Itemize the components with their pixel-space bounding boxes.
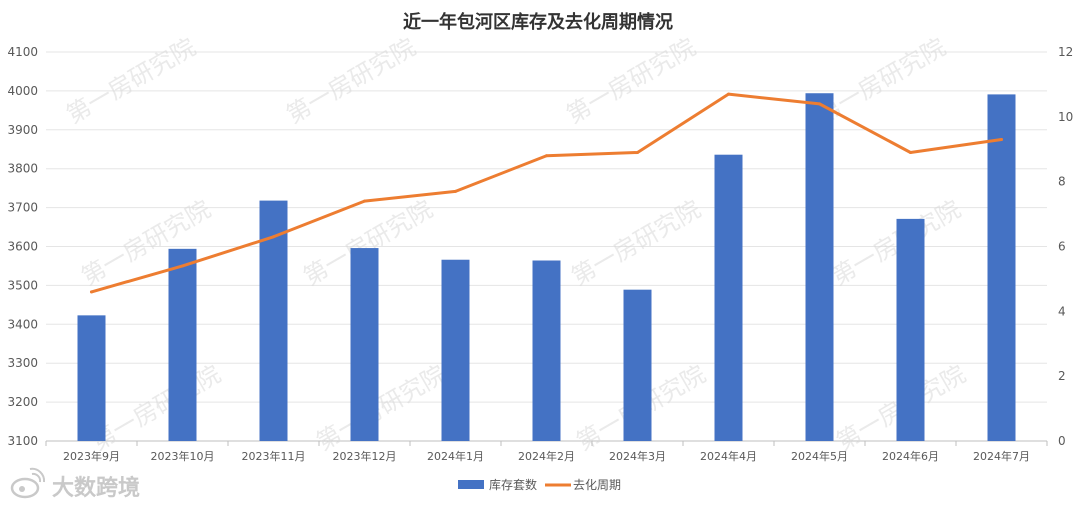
right-axis: 0 2 4 6 8 10 12 — [1058, 45, 1073, 448]
watermark-text: 第一房研究院 — [312, 360, 451, 456]
right-tick-label: 12 — [1058, 45, 1073, 59]
left-tick-label: 3700 — [7, 201, 38, 215]
line-point-2024年1月 — [454, 189, 457, 193]
left-tick-label: 3100 — [7, 434, 38, 448]
x-tick-label: 2023年9月 — [63, 449, 120, 463]
line-point-2024年6月 — [909, 150, 912, 154]
legend-label-inventory: 库存套数 — [489, 477, 537, 492]
logo-text: 大数跨境 — [52, 475, 140, 501]
legend: 库存套数 去化周期 — [458, 477, 621, 492]
left-axis: 3100 3200 3300 3400 3500 3600 3700 3800 3900 4000… — [7, 45, 38, 448]
left-tick-label: 4100 — [7, 45, 38, 59]
weibo-icon — [10, 467, 46, 499]
watermark-text: 第一房研究院 — [282, 33, 421, 129]
bar-2024年1月 — [441, 259, 470, 441]
right-tick-label: 4 — [1058, 304, 1066, 318]
line-series — [90, 92, 1003, 294]
chart-title: 近一年包河区库存及去化周期情况 — [403, 11, 673, 33]
bar-series — [77, 93, 1016, 442]
left-tick-label: 3200 — [7, 395, 38, 409]
x-tick-label: 2024年2月 — [518, 449, 575, 463]
x-tick-label: 2023年12月 — [333, 449, 397, 463]
logo: 大数跨境 — [10, 467, 140, 501]
bar-2024年4月 — [714, 154, 743, 442]
watermark-text: 第一房研究院 — [87, 360, 226, 456]
left-tick-label: 3900 — [7, 123, 38, 137]
left-tick-label: 3500 — [7, 278, 38, 292]
line-point-2024年2月 — [545, 154, 548, 158]
line-point-2023年11月 — [272, 235, 275, 239]
bar-2024年3月 — [623, 289, 652, 441]
watermark-text: 第一房研究院 — [827, 195, 966, 291]
left-tick-label: 4000 — [7, 84, 38, 98]
watermark-text: 第一房研究院 — [567, 195, 706, 291]
left-tick-label: 3600 — [7, 240, 38, 254]
x-tick-label: 2024年1月 — [427, 449, 484, 463]
bar-2023年12月 — [350, 248, 379, 441]
bar-2024年6月 — [896, 218, 925, 441]
bar-2023年10月 — [168, 248, 197, 441]
line-point-2024年5月 — [818, 102, 821, 106]
legend-label-cycle: 去化周期 — [573, 478, 621, 492]
line-point-2023年9月 — [90, 290, 93, 294]
line-point-2023年12月 — [363, 199, 366, 203]
bar-2024年7月 — [987, 94, 1016, 441]
left-tick-label: 3400 — [7, 317, 38, 331]
watermark-text: 第一房研究院 — [562, 33, 701, 129]
x-tick-label: 2024年6月 — [882, 449, 939, 463]
right-tick-label: 0 — [1058, 434, 1066, 448]
x-tick-label: 2024年3月 — [609, 449, 666, 463]
bar-2023年9月 — [77, 315, 106, 441]
line-point-2024年4月 — [727, 92, 730, 96]
right-tick-label: 6 — [1058, 240, 1066, 254]
bar-2024年2月 — [532, 260, 561, 441]
x-tick-label: 2024年5月 — [791, 449, 848, 463]
x-tick-label: 2023年11月 — [242, 449, 306, 463]
line-point-2023年10月 — [181, 264, 184, 268]
bar-2024年5月 — [805, 93, 834, 441]
left-tick-label: 3300 — [7, 356, 38, 370]
x-tick-label: 2023年10月 — [151, 449, 215, 463]
legend-swatch-bar — [458, 480, 484, 489]
left-tick-label: 3800 — [7, 162, 38, 176]
right-tick-label: 2 — [1058, 369, 1066, 383]
right-tick-label: 8 — [1058, 175, 1066, 189]
line-point-2024年3月 — [636, 150, 639, 154]
watermark-text: 第一房研究院 — [62, 33, 201, 129]
x-tick-label: 2024年7月 — [973, 449, 1030, 463]
right-tick-label: 10 — [1058, 110, 1073, 124]
line-point-2024年7月 — [1000, 138, 1003, 142]
x-axis: 2023年9月 2023年10月 2023年11月 2023年12月 2024年1月 20… — [45, 441, 1048, 463]
x-tick-label: 2024年4月 — [700, 449, 757, 463]
